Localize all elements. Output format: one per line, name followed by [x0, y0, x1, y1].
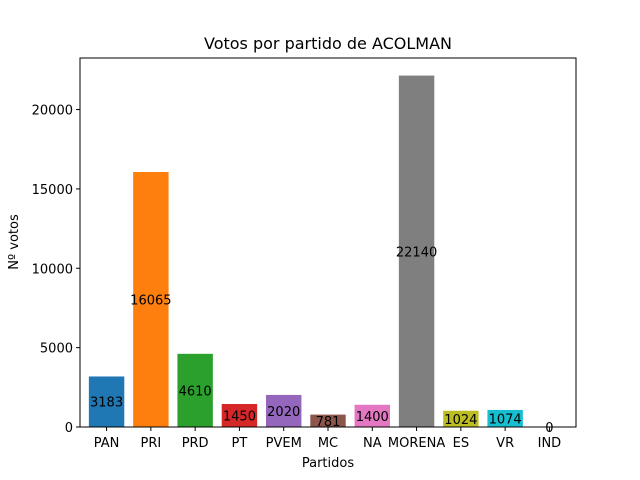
chart-title: Votos por partido de ACOLMAN: [204, 34, 452, 53]
bar-morena: [398, 75, 435, 428]
bar-label-es: 1024: [444, 413, 477, 428]
bar-label-vr: 1074: [489, 412, 522, 427]
bar-label-pt: 1450: [223, 409, 256, 424]
x-tick-label-ind: IND: [538, 436, 562, 451]
x-axis-title: Partidos: [302, 456, 354, 471]
y-tick-label-10000: 10000: [32, 262, 73, 277]
x-tick-label-morena: MORENA: [388, 436, 445, 451]
x-tick-label-pt: PT: [232, 436, 248, 451]
x-tick-label-pan: PAN: [94, 436, 120, 451]
bar-pvem: [266, 394, 302, 427]
bar-label-pvem: 2020: [267, 405, 300, 420]
bar-pan: [88, 376, 125, 427]
bar-vr: [487, 409, 523, 427]
bar-mc: [310, 414, 346, 427]
bar-label-prd: 4610: [179, 384, 212, 399]
bar-label-na: 1400: [356, 410, 389, 425]
bars-group: [88, 75, 523, 428]
bar-label-pan: 3183: [90, 396, 123, 411]
y-tick-label-15000: 15000: [32, 183, 73, 198]
bar-labels-group: 3183 16065 4610 1450 2020 781 1400 22140 1024 107…: [90, 245, 554, 436]
x-tick-label-pvem: PVEM: [266, 436, 302, 451]
bar-na: [354, 404, 390, 427]
bar-pt: [221, 403, 258, 427]
x-axis: PAN PRI PRD PT PVEM MC NA MORENA ES VR IND: [94, 427, 561, 451]
x-tick-label-vr: VR: [496, 436, 514, 451]
x-tick-label-es: ES: [453, 436, 469, 451]
bar-pri: [133, 172, 169, 427]
y-axis: 0 5000 10000 15000 20000: [32, 104, 80, 436]
x-tick-label-mc: MC: [318, 436, 338, 451]
x-tick-label-pri: PRI: [140, 436, 161, 451]
x-tick-label-na: NA: [363, 436, 382, 451]
y-axis-title: Nº votos: [7, 214, 22, 270]
y-tick-label-20000: 20000: [32, 104, 73, 119]
y-tick-label-5000: 5000: [40, 342, 73, 357]
bar-label-mc: 781: [316, 415, 341, 430]
bar-prd: [177, 353, 213, 427]
bar-label-pri: 16065: [130, 294, 171, 309]
bar-es: [443, 410, 479, 427]
x-tick-label-prd: PRD: [182, 436, 209, 451]
y-tick-label-0: 0: [65, 421, 73, 436]
bar-label-morena: 22140: [396, 245, 437, 260]
